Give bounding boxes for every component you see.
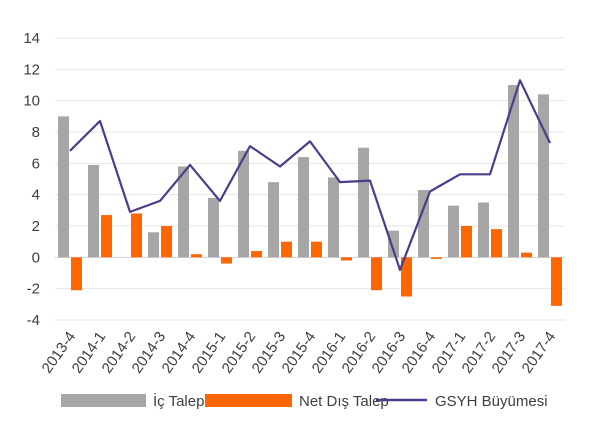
y-tick-label: 4 bbox=[32, 187, 40, 204]
ic-talep-bar bbox=[238, 150, 249, 258]
ic-talep-bar bbox=[358, 147, 369, 258]
ic-talep-bar bbox=[268, 182, 279, 258]
y-tick-label: 2 bbox=[32, 218, 40, 235]
y-tick-label: 8 bbox=[32, 124, 40, 141]
net-dis-talep-bar bbox=[431, 257, 442, 259]
ic-talep-bar bbox=[418, 189, 429, 258]
ic-talep-bar bbox=[148, 232, 159, 258]
net-dis-talep-bar bbox=[221, 257, 232, 264]
net-dis-talep-bar bbox=[281, 241, 292, 258]
net-dis-talep-bar bbox=[401, 257, 412, 297]
ic-talep-bar bbox=[298, 157, 309, 258]
net-dis-talep-bar bbox=[311, 241, 322, 258]
legend-swatch-ic-talep bbox=[61, 394, 146, 407]
y-tick-label: -2 bbox=[27, 281, 40, 298]
ic-talep-bar bbox=[538, 94, 549, 258]
net-dis-talep-bar bbox=[161, 226, 172, 258]
ic-talep-bar bbox=[388, 230, 399, 258]
x-axis-tick-labels: 2013-42014-12014-22014-32014-42015-12015… bbox=[39, 329, 560, 377]
net-dis-talep-bar bbox=[131, 213, 142, 258]
y-axis-tick-labels: -4 -2 0 2 4 6 8 10 12 14 bbox=[23, 30, 40, 329]
growth-line bbox=[69, 79, 551, 271]
y-tick-label: 10 bbox=[23, 93, 40, 110]
ic-talep-bar bbox=[508, 85, 519, 258]
net-dis-talep-bar bbox=[251, 251, 262, 258]
ic-talep-bar bbox=[478, 202, 489, 258]
net-dis-talep-bar bbox=[371, 257, 382, 291]
ic-talep-bar bbox=[328, 177, 339, 258]
net-dis-talep-bar bbox=[521, 252, 532, 258]
legend-label-net-dis-talep: Net Dış Talep bbox=[299, 393, 389, 410]
ic-talep-bar bbox=[208, 197, 219, 258]
legend-label-gsyh-buyumesi: GSYH Büyümesi bbox=[435, 393, 548, 410]
net-dis-talep-bar bbox=[491, 229, 502, 258]
net-dis-talep-bar bbox=[551, 257, 562, 306]
y-tick-label: 0 bbox=[32, 249, 40, 266]
y-tick-label: -4 bbox=[27, 312, 40, 329]
legend-swatch-net-dis-talep bbox=[205, 394, 292, 407]
y-tick-label: 12 bbox=[23, 61, 40, 78]
gsyh-buyumesi-line bbox=[69, 79, 551, 271]
ic-talep-bar bbox=[88, 164, 99, 258]
y-tick-label: 14 bbox=[23, 30, 40, 47]
ic-talep-bar bbox=[178, 166, 189, 258]
net-dis-talep-bar bbox=[101, 215, 112, 258]
net-dis-talep-bar bbox=[71, 257, 82, 291]
bars bbox=[58, 85, 562, 306]
ic-talep-bar bbox=[448, 205, 459, 258]
net-dis-talep-bar bbox=[341, 257, 352, 261]
legend: İç Talep Net Dış Talep GSYH Büyümesi bbox=[61, 392, 548, 410]
gridlines bbox=[55, 37, 565, 321]
legend-label-ic-talep: İç Talep bbox=[153, 392, 204, 410]
ic-talep-bar bbox=[58, 116, 69, 258]
y-tick-label: 6 bbox=[32, 155, 40, 172]
net-dis-talep-bar bbox=[191, 254, 202, 258]
net-dis-talep-bar bbox=[461, 226, 472, 258]
